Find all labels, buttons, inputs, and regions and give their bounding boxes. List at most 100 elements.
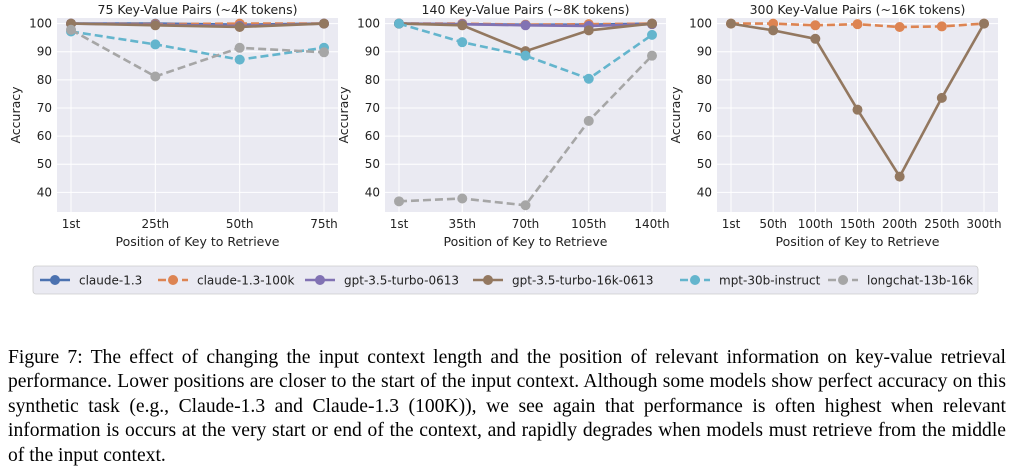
- x-tick-label: 300th: [966, 217, 1001, 231]
- y-tick-label: 80: [37, 73, 52, 87]
- data-point: [894, 171, 905, 182]
- x-tick-label: 50th: [226, 217, 254, 231]
- x-tick-label: 1st: [390, 217, 409, 231]
- y-axis-label: Accuracy: [8, 86, 23, 144]
- x-tick-label: 70th: [512, 217, 540, 231]
- y-tick-label: 40: [365, 185, 380, 199]
- y-tick-label: 90: [697, 45, 712, 59]
- x-tick-label: 1st: [722, 217, 741, 231]
- data-point: [520, 20, 531, 31]
- data-point: [810, 20, 821, 31]
- x-tick-label: 140th: [634, 217, 669, 231]
- chart-title: 75 Key-Value Pairs (~4K tokens): [98, 2, 298, 17]
- legend-entry: longchat-13b-16k: [828, 274, 973, 288]
- data-point: [647, 50, 657, 61]
- data-point: [457, 20, 468, 31]
- y-tick-label: 100: [689, 17, 712, 31]
- data-point: [936, 92, 947, 103]
- series-longchat-13b-16k: [66, 24, 329, 82]
- y-tick-label: 100: [357, 17, 380, 31]
- y-tick-label: 90: [37, 45, 52, 59]
- y-tick-label: 80: [365, 73, 380, 87]
- x-tick-label: 25th: [142, 217, 170, 231]
- data-point: [234, 42, 245, 53]
- x-axis-label: Position of Key to Retrieve: [116, 234, 280, 249]
- y-tick-label: 100: [29, 17, 52, 31]
- x-tick-label: 35th: [448, 217, 476, 231]
- data-point: [583, 73, 594, 84]
- y-tick-label: 40: [37, 185, 52, 199]
- x-tick-label: 50th: [759, 217, 787, 231]
- y-tick-label: 60: [697, 129, 712, 143]
- data-point: [319, 18, 329, 29]
- legend-marker: [315, 275, 325, 285]
- data-point: [319, 47, 329, 58]
- x-tick-label: 150th: [840, 217, 875, 231]
- data-point: [647, 18, 657, 29]
- chart-title: 140 Key-Value Pairs (~8K tokens): [422, 2, 630, 17]
- data-point: [852, 19, 863, 30]
- data-point: [726, 18, 736, 29]
- data-point: [150, 71, 161, 82]
- legend-label: mpt-30b-instruct: [719, 274, 821, 288]
- legend-marker: [838, 275, 848, 285]
- x-tick-label: 1st: [62, 217, 81, 231]
- y-axis-label: Accuracy: [668, 86, 683, 144]
- chart-title: 300 Key-Value Pairs (~16K tokens): [750, 2, 966, 17]
- data-point: [979, 18, 989, 29]
- chart-panel-1: 40 50 60 70 80 90 100 1st 25th 50th 75th 75 Key-Val…: [8, 2, 338, 249]
- data-point: [520, 200, 531, 211]
- legend-entry: claude-1.3: [40, 274, 142, 288]
- x-tick-label: 250th: [924, 217, 959, 231]
- legend-marker: [483, 275, 493, 285]
- data-point: [394, 196, 404, 207]
- x-tick-label: 105th: [571, 217, 606, 231]
- plot-area: [57, 18, 338, 212]
- y-axis-label: Accuracy: [336, 86, 351, 144]
- legend-label: gpt-3.5-turbo-0613: [344, 274, 459, 288]
- data-point: [234, 21, 245, 32]
- data-point: [66, 24, 76, 35]
- legend-label: claude-1.3-100k: [197, 274, 295, 288]
- y-tick-label: 70: [697, 101, 712, 115]
- data-point: [457, 193, 468, 204]
- data-point: [810, 33, 821, 44]
- y-tick-label: 70: [365, 101, 380, 115]
- legend-entry: gpt-3.5-turbo-16k-0613: [473, 274, 654, 288]
- series-line: [70, 28, 325, 78]
- data-point: [520, 50, 531, 61]
- y-tick-label: 50: [697, 157, 712, 171]
- series-mpt-30b-instruct: [394, 18, 657, 84]
- legend-entry: gpt-3.5-turbo-0613: [305, 274, 459, 288]
- series-line: [398, 22, 653, 80]
- y-tick-label: 90: [365, 45, 380, 59]
- chart-panel-3: 40 50 60 70 80 90 100 1st 50th 100th 150th 200th 250…: [668, 2, 1002, 249]
- data-point: [394, 18, 404, 29]
- data-point: [647, 29, 657, 40]
- data-point: [583, 25, 594, 36]
- series-line: [70, 22, 325, 29]
- legend: claude-1.3 claude-1.3-100k gpt-3.5-turbo-0…: [32, 265, 979, 295]
- data-point: [583, 115, 594, 126]
- series-longchat-13b-16k: [394, 50, 657, 211]
- x-axis-label: Position of Key to Retrieve: [776, 234, 940, 249]
- y-tick-label: 40: [697, 185, 712, 199]
- series-mpt-30b-instruct: [66, 26, 329, 65]
- figure-7-charts: 40 50 60 70 80 90 100 1st 25th 50th 75th 75 Key-Val…: [8, 2, 1002, 295]
- legend-label: gpt-3.5-turbo-16k-0613: [512, 274, 654, 288]
- data-point: [852, 104, 863, 115]
- legend-marker: [690, 275, 700, 285]
- series-gpt-3.5-turbo-16k-0613: [726, 18, 989, 182]
- chart-panel-2: 40 50 60 70 80 90 100 1st 35th 70th 105th 140th 140 …: [336, 2, 670, 249]
- x-tick-label: 200th: [882, 217, 917, 231]
- legend-entry: claude-1.3-100k: [158, 274, 295, 288]
- y-tick-label: 50: [365, 157, 380, 171]
- data-point: [150, 20, 161, 31]
- y-tick-label: 70: [37, 101, 52, 115]
- legend-marker: [168, 275, 178, 285]
- legend-marker: [50, 275, 60, 285]
- data-point: [150, 39, 161, 50]
- data-point: [457, 37, 468, 48]
- data-point: [936, 21, 947, 32]
- series-line: [70, 30, 325, 61]
